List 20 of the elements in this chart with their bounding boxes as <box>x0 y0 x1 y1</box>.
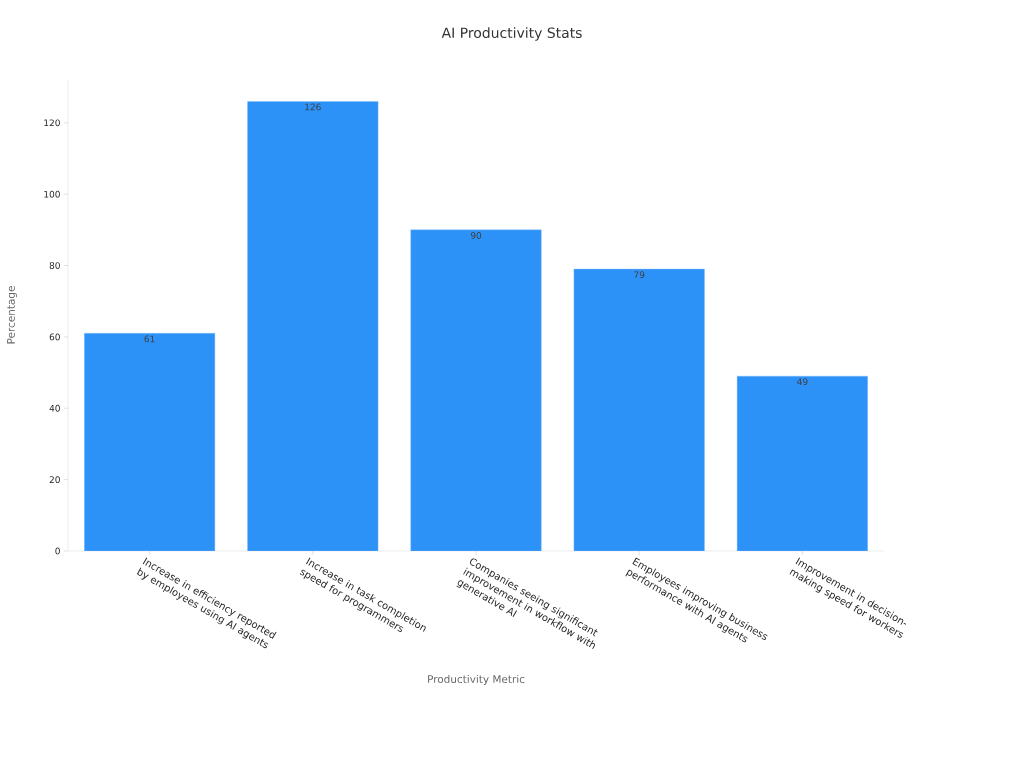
y-tick-label: 20 <box>49 476 60 484</box>
data-label: 49 <box>797 378 808 386</box>
x-axis-title: Productivity Metric <box>428 674 525 686</box>
data-label: 126 <box>305 103 321 111</box>
bar <box>84 333 216 551</box>
y-tick-label: 100 <box>44 190 60 198</box>
y-tick-label: 120 <box>44 119 60 127</box>
bar <box>247 101 379 551</box>
y-axis-title: Percentage <box>7 286 17 344</box>
y-tick-label: 60 <box>49 333 60 341</box>
bar <box>573 268 705 551</box>
bar <box>736 375 868 551</box>
data-label: 79 <box>634 271 645 279</box>
y-tick-label: 40 <box>49 404 60 412</box>
y-tick-label: 0 <box>55 547 60 555</box>
bar <box>410 229 542 551</box>
data-label: 61 <box>144 335 155 343</box>
data-label: 90 <box>470 232 482 239</box>
chart-title: AI Productivity Stats <box>441 27 582 41</box>
y-tick-label: 80 <box>49 262 60 269</box>
